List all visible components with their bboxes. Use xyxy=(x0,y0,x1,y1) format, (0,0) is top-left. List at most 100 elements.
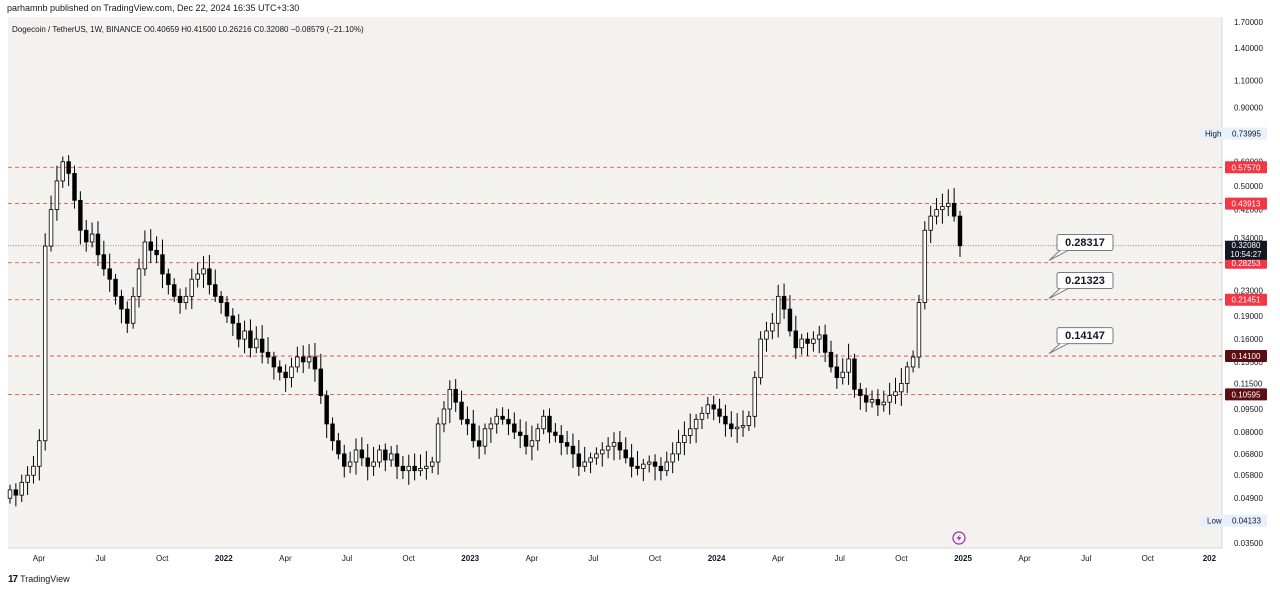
candle xyxy=(693,414,699,443)
y-tick-label: 0.23000 xyxy=(1234,286,1263,295)
low-tag xyxy=(1200,514,1267,527)
candle-body xyxy=(852,358,857,390)
candle xyxy=(48,195,54,252)
candle-body xyxy=(529,440,535,447)
candle xyxy=(676,429,681,461)
x-tick-label: Apr xyxy=(1018,554,1031,563)
candle xyxy=(553,423,558,443)
candle xyxy=(951,188,957,222)
candle-body xyxy=(605,445,611,451)
x-tick-label: Apr xyxy=(279,554,292,563)
candle xyxy=(31,455,36,484)
candle xyxy=(946,189,951,217)
candle xyxy=(817,325,822,354)
candle-body xyxy=(125,308,130,324)
candle-body xyxy=(400,465,406,472)
x-tick-label: 2024 xyxy=(708,554,726,563)
candle-body xyxy=(19,481,24,496)
x-tick-label: Apr xyxy=(772,554,785,563)
candle-body xyxy=(570,445,576,455)
candle-body xyxy=(822,334,828,353)
candle xyxy=(875,389,881,417)
candle xyxy=(793,315,799,359)
candle xyxy=(72,165,77,209)
candle xyxy=(89,222,95,248)
callout-annotations[interactable]: 0.28317 0.21323 0.14147 xyxy=(1048,233,1114,355)
candle-body xyxy=(817,334,822,340)
candle-body xyxy=(676,442,681,455)
candle-body xyxy=(371,461,376,467)
candle-body xyxy=(242,330,247,340)
candle xyxy=(289,357,294,388)
candle xyxy=(78,191,83,245)
tradingview-footer[interactable]: 17 TradingView xyxy=(8,572,70,586)
candle-body xyxy=(213,284,218,297)
candle-body xyxy=(453,388,458,403)
candle xyxy=(605,437,611,459)
y-tick-label: 0.05800 xyxy=(1234,471,1263,480)
candle xyxy=(611,432,617,461)
candle xyxy=(365,443,370,481)
level-tag-label: 0.14100 xyxy=(1232,352,1261,361)
candle xyxy=(318,353,324,404)
candle-body xyxy=(148,241,153,251)
candle xyxy=(213,269,218,302)
price-axis-tags: 0.57570 0.43913 0.28253 0.21451 0.14100 0.105… xyxy=(1200,127,1267,527)
callout-pointer xyxy=(1048,343,1069,355)
low-value: 0.04133 xyxy=(1232,517,1261,526)
candle xyxy=(940,193,945,224)
candlestick-series[interactable] xyxy=(7,155,963,507)
level-tag-label: 0.10595 xyxy=(1232,390,1261,399)
candle xyxy=(254,326,259,354)
candle xyxy=(922,221,928,310)
candle-body xyxy=(330,423,335,442)
candle-body xyxy=(641,463,646,469)
tradingview-logo-icon: 17 xyxy=(8,573,18,585)
candle xyxy=(19,474,24,503)
y-tick-label: 0.04900 xyxy=(1234,494,1263,503)
candle xyxy=(84,219,89,252)
y-tick-label: 0.16000 xyxy=(1234,335,1263,344)
y-tick-label: 0.09500 xyxy=(1234,405,1263,414)
flash-icon[interactable] xyxy=(952,531,966,545)
candle xyxy=(342,444,347,478)
level-tag xyxy=(1225,256,1267,269)
candle-body xyxy=(863,395,869,403)
symbol-legend: Dogecoin / TetherUS, 1W, BINANCE O0.4065… xyxy=(12,25,364,34)
candle xyxy=(371,446,376,477)
y-tick-label: 0.34000 xyxy=(1234,234,1263,243)
horizontal-levels xyxy=(8,166,1222,395)
candle-body xyxy=(265,351,271,358)
price-axis[interactable]: 1.700001.400001.100000.900000.600000.500… xyxy=(1234,18,1263,548)
candle xyxy=(13,483,19,507)
candle-body xyxy=(207,268,212,286)
callout-box xyxy=(1056,272,1114,290)
candle xyxy=(25,466,30,496)
candle xyxy=(7,484,13,504)
callout-box xyxy=(1056,327,1114,345)
candle xyxy=(295,346,300,373)
candle xyxy=(506,408,511,436)
candle xyxy=(189,268,195,310)
x-tick-label: 2023 xyxy=(461,554,479,563)
candle-body xyxy=(646,461,652,465)
candle xyxy=(465,406,470,436)
candle-body xyxy=(617,442,623,451)
callout-box xyxy=(1056,233,1114,251)
candle-body xyxy=(887,395,892,403)
candle xyxy=(154,236,159,264)
time-axis[interactable]: Apr Jul Oct 2022 Apr Jul Oct 2023 Apr Jul Oct 2024 A… xyxy=(33,554,1217,563)
candle-body xyxy=(259,338,265,353)
callout: 0.21323 xyxy=(1048,272,1114,299)
candle xyxy=(623,437,628,464)
candle-body xyxy=(517,431,523,436)
candle-body xyxy=(611,442,617,447)
candle-body xyxy=(377,449,382,463)
candle xyxy=(893,377,898,404)
candle-body xyxy=(42,245,48,442)
candle-body xyxy=(834,366,840,379)
candle xyxy=(119,289,124,324)
candle-body xyxy=(693,418,699,430)
candle-body xyxy=(471,423,476,442)
